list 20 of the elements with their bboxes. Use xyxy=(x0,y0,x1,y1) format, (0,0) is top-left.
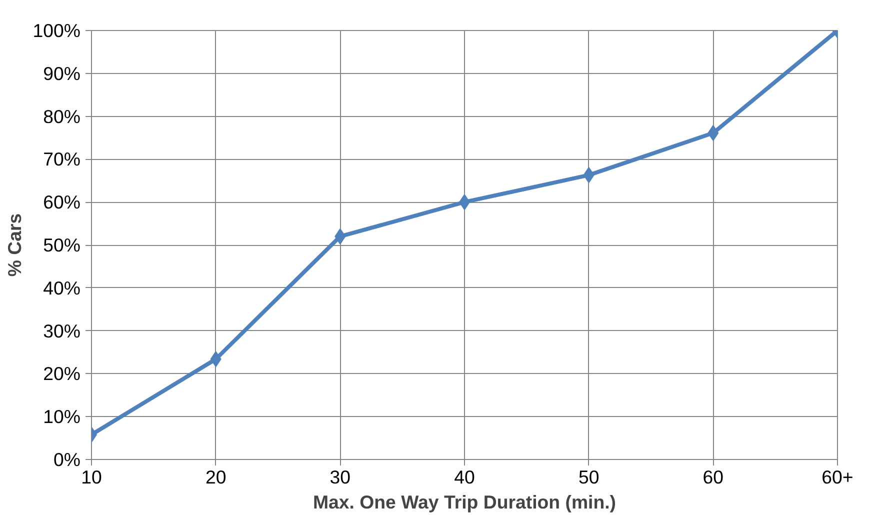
y-tick-label: 10% xyxy=(43,406,81,428)
y-tick-label: 40% xyxy=(43,277,81,298)
y-tick-label: 90% xyxy=(43,62,81,84)
x-tick-label: 50 xyxy=(578,466,600,488)
x-tick-label: 20 xyxy=(205,466,226,488)
x-tick-label: 30 xyxy=(330,466,351,488)
y-tick-label: 30% xyxy=(43,320,81,342)
x-tick-label: 60 xyxy=(702,466,724,488)
y-tick-label: 80% xyxy=(43,106,81,127)
x-tick-label: 10 xyxy=(81,466,102,488)
y-tick-label: 100% xyxy=(32,20,81,41)
y-tick-label: 20% xyxy=(43,363,81,384)
y-tick-label: 0% xyxy=(54,449,81,470)
y-tick-label: 70% xyxy=(43,148,81,170)
x-tick-label: 60+ xyxy=(822,466,854,488)
y-tick-label: 60% xyxy=(43,192,81,213)
y-axis-title: % Cars xyxy=(4,213,25,277)
y-tick-label: 50% xyxy=(43,234,81,256)
x-tick-label: 40 xyxy=(454,466,475,488)
x-axis-title: Max. One Way Trip Duration (min.) xyxy=(312,492,616,512)
